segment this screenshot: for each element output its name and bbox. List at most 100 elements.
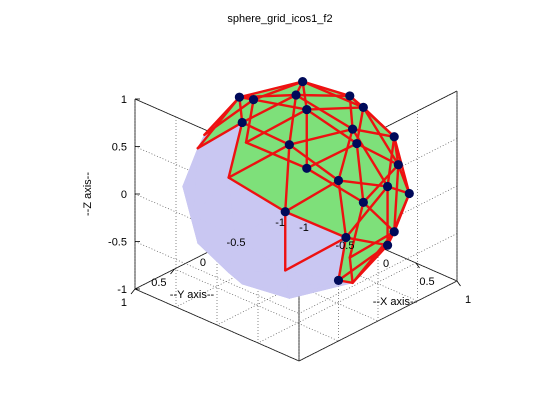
mesh-edge — [294, 93, 354, 131]
mesh-edge — [305, 106, 365, 111]
y-tick-label: 0 — [200, 257, 206, 269]
mesh-node — [382, 240, 393, 250]
mesh-node — [298, 76, 308, 87]
mesh-edge — [305, 167, 365, 204]
mesh-edge — [284, 179, 340, 213]
mesh-edge — [344, 185, 389, 239]
mesh-edge — [288, 93, 298, 146]
mesh-edge — [244, 141, 308, 170]
mesh-edge — [240, 93, 298, 124]
mesh-edge — [294, 93, 351, 98]
mesh-edge — [238, 80, 304, 99]
mesh-node — [302, 104, 312, 115]
z-tick-label: 1 — [121, 94, 127, 106]
mesh-nodes — [234, 76, 414, 285]
mesh-edge — [362, 201, 396, 233]
x-tick-label: -0.5 — [336, 240, 355, 252]
x-tick-label: 0.5 — [419, 276, 434, 288]
mesh-edge — [196, 121, 244, 150]
mesh-edge — [240, 121, 291, 146]
grid-line — [175, 226, 335, 308]
mesh-node — [248, 95, 259, 105]
mesh-edge — [348, 94, 396, 138]
z-tick-label: 0 — [121, 189, 127, 201]
x-axis-label: --X axis-- — [373, 296, 418, 308]
mesh-edge — [288, 143, 340, 182]
mesh-edge — [244, 98, 255, 144]
mesh-edge — [244, 108, 308, 144]
z-tick-label: -0.5 — [108, 237, 127, 249]
mesh-node — [352, 138, 362, 149]
mesh-edges — [196, 80, 411, 285]
mesh-edge — [344, 236, 389, 247]
y-axis-label: --Y axis-- — [170, 289, 215, 301]
mesh-node — [404, 188, 414, 199]
mesh-edge — [351, 127, 389, 188]
mesh-edge — [337, 236, 348, 282]
mesh-node — [382, 181, 393, 192]
mesh-node — [291, 90, 301, 100]
chart-title: sphere_grid_icos1_f2 — [227, 13, 332, 25]
y-tick-label: 1 — [121, 297, 127, 309]
mesh-edge — [337, 179, 348, 239]
mesh-node — [284, 140, 294, 150]
mesh-edge — [284, 236, 348, 272]
mesh-edge — [362, 163, 400, 204]
mesh-node — [280, 207, 290, 217]
mesh-edge — [284, 210, 348, 239]
mesh-node — [341, 232, 351, 243]
x-tick-label: 0 — [383, 258, 389, 270]
mesh-edge — [348, 201, 365, 259]
mesh-edge — [305, 108, 358, 145]
grid-line — [298, 280, 458, 362]
mesh-edge — [386, 135, 396, 188]
mesh-node — [234, 92, 245, 102]
mesh-edge — [252, 98, 308, 111]
mesh-edge — [288, 127, 354, 146]
mesh-node — [333, 275, 344, 285]
mesh-node — [389, 227, 399, 237]
grid-line — [298, 233, 458, 314]
z-axis-label: --Z axis-- — [82, 172, 94, 216]
mesh-node — [333, 175, 344, 186]
mesh-edge — [238, 93, 298, 99]
x-tick-label: 1 — [465, 294, 471, 306]
y-tick-label: -0.5 — [227, 237, 246, 249]
mesh-edge — [337, 127, 354, 182]
mesh-edge — [227, 176, 287, 213]
y-tick-label: -1 — [275, 217, 285, 229]
x-tick-mark — [456, 280, 461, 287]
z-tick-label: -1 — [117, 284, 127, 296]
x-tick-label: -1 — [299, 222, 309, 234]
mesh-edge — [301, 80, 351, 98]
mesh-node — [389, 132, 399, 142]
x-tick-mark — [415, 262, 420, 269]
mesh-back-face — [228, 270, 290, 299]
mesh-edge — [355, 142, 365, 204]
mesh-node — [393, 160, 403, 170]
grid-line — [134, 208, 294, 290]
axis-labels: -1-0.500.51-1-0.500.51-1-0.500.51--X axi… — [82, 94, 471, 309]
mesh-edge — [337, 179, 389, 188]
mesh-edge — [351, 127, 396, 138]
z-tick-label: 0.5 — [112, 142, 127, 154]
grid-line — [257, 262, 417, 344]
mesh-edge — [348, 94, 354, 131]
mesh-edge — [196, 95, 241, 150]
mesh-edge — [227, 143, 291, 179]
mesh-edge — [351, 243, 389, 285]
mesh-node — [302, 163, 312, 173]
mesh-node — [345, 91, 355, 101]
mesh-edge — [284, 143, 291, 213]
mesh-node — [358, 197, 368, 207]
mesh-edge — [337, 243, 389, 282]
mesh-node — [347, 124, 358, 134]
y-tick-mark — [130, 288, 136, 295]
mesh-edge — [393, 163, 400, 233]
grid-line — [216, 244, 376, 326]
y-tick-label: 0.5 — [151, 277, 166, 289]
mesh-edge — [393, 135, 400, 166]
mesh-node — [358, 102, 368, 112]
mesh-edge — [386, 192, 411, 247]
